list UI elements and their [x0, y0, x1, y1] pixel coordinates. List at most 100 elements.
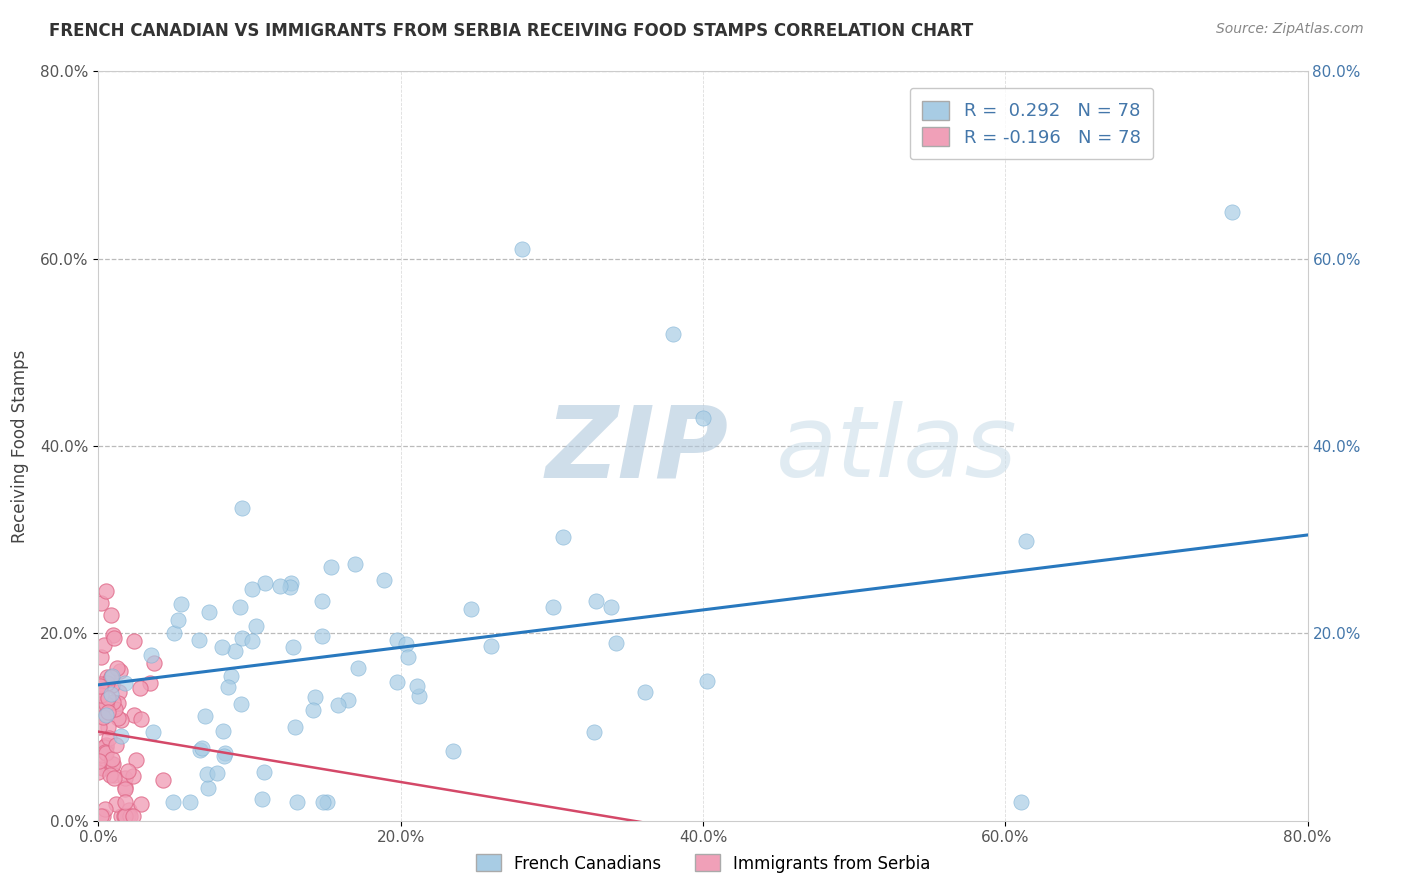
- Point: [94, 738, 117, 752]
- Point: [1010, 795, 1032, 809]
- Point: [162, 795, 184, 809]
- Point: [231, 501, 253, 516]
- Point: [163, 626, 186, 640]
- Legend: French Canadians, Immigrants from Serbia: French Canadians, Immigrants from Serbia: [470, 847, 936, 880]
- Point: [96, 676, 118, 690]
- Point: [240, 633, 263, 648]
- Point: [90, 596, 112, 610]
- Point: [284, 720, 307, 734]
- Point: [101, 757, 124, 772]
- Point: [253, 576, 276, 591]
- Point: [197, 605, 219, 619]
- Point: [347, 661, 370, 675]
- Point: [224, 644, 246, 658]
- Point: [245, 618, 267, 632]
- Point: [408, 689, 430, 703]
- Point: [128, 681, 150, 695]
- Point: [124, 708, 146, 723]
- Point: [385, 633, 408, 648]
- Point: [312, 795, 335, 809]
- Point: [541, 599, 564, 614]
- Point: [460, 602, 482, 616]
- Point: [197, 781, 219, 796]
- Point: [90, 686, 112, 700]
- Point: [120, 809, 142, 823]
- Point: [87, 754, 110, 768]
- Point: [139, 648, 162, 663]
- Point: [94, 739, 117, 754]
- Point: [396, 650, 419, 665]
- Point: [167, 613, 190, 627]
- Text: Source: ZipAtlas.com: Source: ZipAtlas.com: [1216, 22, 1364, 37]
- Point: [101, 678, 124, 692]
- Point: [122, 809, 145, 823]
- Point: [1220, 205, 1243, 219]
- Point: [229, 698, 252, 712]
- Point: [344, 558, 367, 572]
- Point: [661, 326, 683, 341]
- Point: [194, 709, 217, 723]
- Text: FRENCH CANADIAN VS IMMIGRANTS FROM SERBIA RECEIVING FOOD STAMPS CORRELATION CHAR: FRENCH CANADIAN VS IMMIGRANTS FROM SERBI…: [49, 22, 973, 40]
- Point: [311, 594, 333, 608]
- Point: [114, 809, 136, 823]
- Point: [103, 631, 125, 645]
- Point: [316, 795, 339, 809]
- Point: [103, 771, 125, 785]
- Point: [100, 687, 122, 701]
- Point: [253, 764, 276, 779]
- Point: [179, 795, 201, 809]
- Point: [89, 679, 111, 693]
- Point: [100, 670, 122, 684]
- Point: [395, 637, 418, 651]
- Point: [121, 769, 143, 783]
- Point: [188, 632, 211, 647]
- Point: [94, 584, 117, 599]
- Point: [269, 579, 291, 593]
- Point: [91, 809, 114, 823]
- Point: [101, 756, 124, 771]
- Point: [94, 746, 117, 760]
- Point: [94, 708, 117, 723]
- Point: [281, 640, 304, 655]
- Point: [89, 700, 111, 714]
- Point: [195, 767, 218, 781]
- Point: [441, 744, 464, 758]
- Point: [90, 650, 112, 665]
- Point: [634, 684, 657, 698]
- Point: [112, 809, 135, 823]
- Point: [582, 725, 605, 739]
- Point: [170, 597, 193, 611]
- Point: [114, 780, 136, 794]
- Point: [107, 710, 129, 724]
- Point: [90, 809, 112, 823]
- Point: [103, 628, 125, 642]
- Point: [114, 771, 136, 785]
- Point: [105, 661, 128, 675]
- Point: [114, 781, 136, 796]
- Point: [190, 740, 212, 755]
- Legend: R =  0.292   N = 78, R = -0.196   N = 78: R = 0.292 N = 78, R = -0.196 N = 78: [910, 88, 1153, 160]
- Point: [97, 706, 120, 720]
- Point: [285, 795, 308, 809]
- Point: [219, 669, 242, 683]
- Point: [96, 697, 118, 711]
- Point: [110, 729, 132, 743]
- Point: [125, 753, 148, 767]
- Point: [304, 690, 326, 704]
- Point: [337, 693, 360, 707]
- Point: [101, 669, 124, 683]
- Point: [97, 691, 120, 706]
- Point: [212, 749, 235, 764]
- Point: [93, 710, 115, 724]
- Point: [98, 731, 121, 745]
- Point: [90, 748, 112, 763]
- Point: [117, 764, 139, 778]
- Point: [231, 631, 253, 645]
- Point: [103, 768, 125, 782]
- Point: [91, 761, 114, 775]
- Point: [118, 803, 141, 817]
- Point: [129, 797, 152, 812]
- Point: [105, 738, 128, 752]
- Point: [89, 698, 111, 712]
- Point: [605, 636, 627, 650]
